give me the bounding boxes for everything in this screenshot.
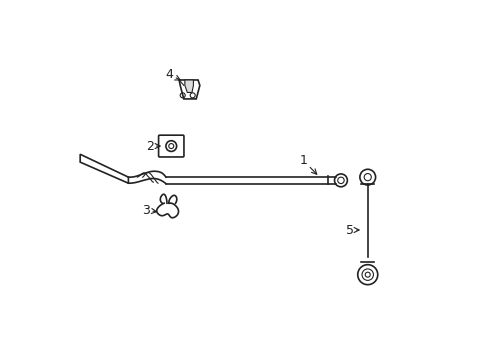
Circle shape: [334, 174, 346, 187]
Circle shape: [165, 141, 176, 152]
FancyBboxPatch shape: [158, 135, 183, 157]
Text: 2: 2: [145, 140, 160, 153]
Polygon shape: [179, 80, 200, 99]
Circle shape: [359, 169, 375, 185]
Text: 5: 5: [345, 224, 358, 237]
Polygon shape: [184, 80, 193, 93]
Text: 3: 3: [142, 204, 156, 217]
Text: 4: 4: [165, 68, 180, 81]
Text: 1: 1: [299, 154, 316, 174]
Circle shape: [357, 265, 377, 285]
Polygon shape: [80, 154, 128, 183]
